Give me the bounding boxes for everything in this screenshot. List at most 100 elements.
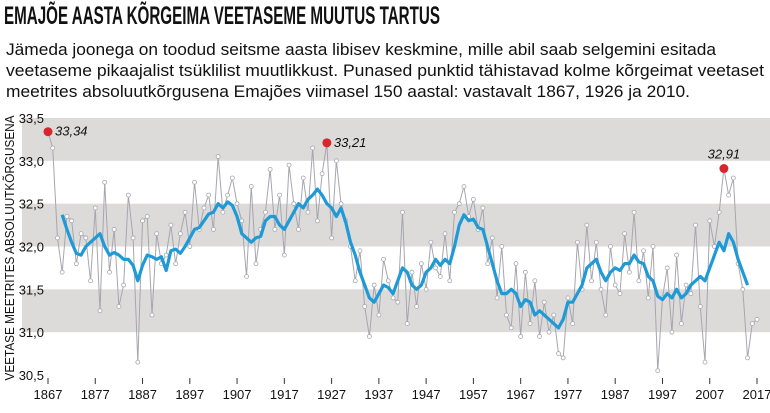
annual-point [522,269,528,275]
annual-point [409,269,415,275]
annual-point [239,218,245,224]
annual-point [211,226,216,232]
annual-point [395,299,401,305]
annual-point [111,226,117,232]
annual-point [527,321,533,327]
annual-point [286,162,292,168]
annual-point [574,239,580,245]
annual-point [234,201,240,207]
annual-point [442,231,448,237]
annual-point [504,312,509,318]
annual-point [518,334,524,339]
annual-point [73,261,79,267]
x-tick-label: 1967 [506,387,535,402]
annual-point [267,166,273,172]
peak-point [719,164,729,174]
x-tick-label: 1917 [270,387,299,402]
annual-point [560,355,566,361]
annual-line [47,131,758,372]
annual-point [333,158,339,164]
annual-point [121,282,127,288]
annual-point [470,196,476,202]
annual-point [263,209,268,215]
x-tick-label: 1897 [175,387,204,402]
annual-point [154,231,160,237]
peak-label: 32,91 [708,147,741,162]
annual-point [192,179,197,185]
annual-point [702,359,708,365]
annual-point [546,329,552,335]
annual-point [404,321,410,327]
y-tick-label: 31,5 [19,282,44,297]
annual-point [745,355,750,361]
subtitle-line: veetaseme pikaajalist tsüklilist muutlik… [6,61,764,80]
annual-point [385,278,391,284]
annual-point [381,256,386,262]
annual-point [683,282,689,288]
annual-point [277,192,283,198]
annual-point [674,252,680,258]
annual-point [97,308,103,314]
annual-point [740,286,746,292]
annual-point [499,244,505,249]
chart-title: EMAJÕE AASTA KÕRGEIMA VEETASEME MUUTUS T… [4,0,440,30]
annual-point [149,312,155,318]
peak-point [322,138,332,148]
y-tick-label: 33,0 [19,154,44,169]
x-tick-label: 1867 [34,387,63,402]
annual-point [319,171,325,177]
annual-point [697,304,703,309]
annual-point [116,304,122,309]
annual-point [551,312,557,318]
annual-point [215,154,221,159]
annual-point [135,359,141,365]
annual-point [565,295,571,301]
annual-point [456,201,462,207]
x-tick-label: 1977 [553,387,582,402]
annual-point [419,261,424,267]
annual-point [489,235,495,241]
annual-point [182,209,188,215]
annual-point [220,209,226,215]
annual-point [749,321,755,327]
annual-point [730,175,736,181]
x-tick-label: 1907 [223,387,252,402]
annual-point [433,265,438,271]
annual-point [371,282,377,288]
annual-point [362,304,368,309]
annual-point [281,252,287,258]
y-axis-label: VEETASE MEETRITES ABSOLUUTKÕRGUSENA [2,115,17,380]
annual-point [272,226,278,232]
x-tick-label: 1887 [128,387,157,402]
annual-point [64,214,70,219]
annual-point [229,175,235,181]
subtitle-line: Jämeda joonega on toodud seitsme aasta l… [6,40,717,59]
annual-point [206,192,212,198]
annual-point [376,312,382,318]
annual-point [310,145,316,151]
x-tick-label: 1877 [81,387,110,402]
annual-point [414,304,420,309]
annual-point [428,239,434,245]
annual-point [83,235,89,241]
y-tick-label: 33,5 [19,111,44,126]
annual-point [693,222,698,228]
y-tick-label: 30,5 [19,368,44,383]
annual-point [305,209,311,215]
annual-point [244,274,249,279]
annual-point [716,209,722,215]
x-tick-label: 2017 [743,387,770,402]
grid-band [22,289,770,333]
annual-point [357,248,363,254]
annual-point [494,295,500,301]
annual-point [508,325,514,331]
annual-point [537,334,542,339]
annual-point [622,231,628,237]
annual-point [300,175,306,181]
x-tick-label: 1927 [317,387,346,402]
annual-point [107,269,112,275]
annual-point [315,218,320,224]
annual-point [296,226,301,232]
x-tick-label: 1997 [648,387,677,402]
